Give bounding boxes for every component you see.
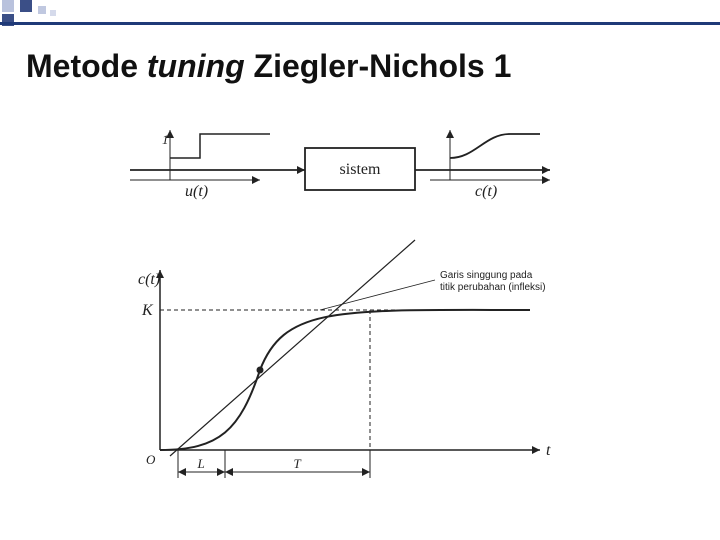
diagram-svg: 1 u(t) sistem c(t) c(t) t O K Garis singgung pa… bbox=[90, 110, 610, 490]
svg-text:sistem: sistem bbox=[340, 161, 381, 178]
svg-text:c(t): c(t) bbox=[138, 271, 160, 288]
slide: Metode tuning Ziegler-Nichols 1 1 u(t) sis… bbox=[0, 0, 720, 540]
block-diagram: 1 u(t) sistem c(t) bbox=[130, 130, 550, 200]
svg-text:L: L bbox=[197, 456, 205, 471]
svg-text:K: K bbox=[141, 302, 154, 319]
slide-title: Metode tuning Ziegler-Nichols 1 bbox=[26, 48, 511, 85]
diagrams-area: 1 u(t) sistem c(t) c(t) t O K Garis singgung pa… bbox=[90, 110, 610, 490]
title-part1: Metode bbox=[26, 48, 147, 84]
svg-text:t: t bbox=[546, 442, 551, 459]
svg-text:1: 1 bbox=[162, 132, 169, 147]
svg-text:T: T bbox=[294, 456, 302, 471]
top-rule bbox=[0, 22, 720, 25]
title-part3: Ziegler-Nichols 1 bbox=[245, 48, 512, 84]
response-plot: c(t) t O K Garis singgung padatitik perubaha… bbox=[138, 240, 551, 478]
svg-text:O: O bbox=[146, 452, 156, 467]
svg-text:c(t): c(t) bbox=[475, 183, 497, 200]
svg-text:titik perubahan (infleksi): titik perubahan (infleksi) bbox=[440, 282, 546, 293]
title-part2: tuning bbox=[147, 48, 245, 84]
svg-text:Garis singgung pada: Garis singgung pada bbox=[440, 270, 533, 281]
svg-text:u(t): u(t) bbox=[185, 183, 208, 200]
